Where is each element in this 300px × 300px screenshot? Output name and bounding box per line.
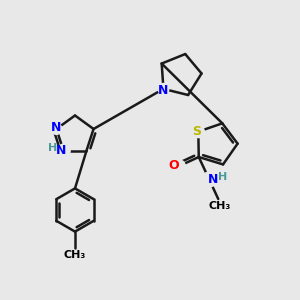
Circle shape <box>202 172 217 187</box>
Text: CH₃: CH₃ <box>64 250 86 260</box>
Text: S: S <box>192 125 201 138</box>
Text: N: N <box>56 144 66 157</box>
Text: CH₃: CH₃ <box>208 202 231 212</box>
Text: N: N <box>158 84 169 97</box>
Text: O: O <box>169 159 179 172</box>
Circle shape <box>158 83 169 94</box>
Text: N: N <box>51 121 62 134</box>
Text: N: N <box>208 173 218 186</box>
Circle shape <box>192 126 204 138</box>
Text: H: H <box>218 172 227 182</box>
Circle shape <box>51 124 62 134</box>
Circle shape <box>57 144 70 158</box>
Circle shape <box>173 160 185 172</box>
Text: H: H <box>47 143 57 153</box>
